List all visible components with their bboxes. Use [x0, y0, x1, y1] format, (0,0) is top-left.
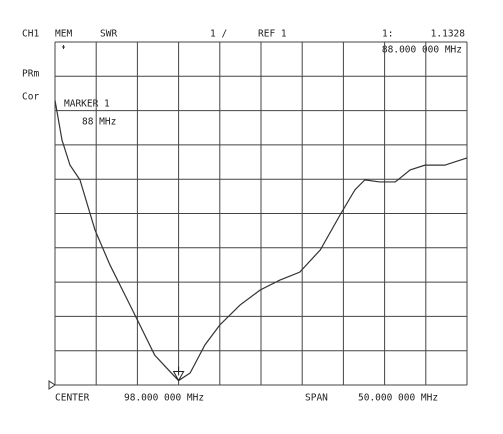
mode: MEM: [55, 29, 72, 40]
hp-logo: [62, 45, 65, 49]
marker-value: 1.1328: [431, 29, 466, 40]
span-value: 50.000 000 MHz: [358, 393, 438, 404]
span-label: SPAN: [305, 393, 328, 404]
marker-name: MARKER 1: [64, 99, 110, 110]
marker-number: 1:: [382, 29, 393, 40]
reference: REF 1: [258, 29, 287, 40]
center-value: 98.000 000 MHz: [124, 393, 204, 404]
center-label: CENTER: [55, 393, 90, 404]
format: SWR: [100, 29, 117, 40]
scale: 1 /: [210, 29, 227, 40]
reference-pointer: [48, 380, 56, 390]
side-label: Cor: [22, 92, 39, 103]
channel: CH1: [22, 29, 39, 40]
side-label: PRm: [22, 69, 39, 80]
trace: [54, 100, 468, 382]
marker-freq-short: 88 MHz: [82, 117, 116, 128]
marker-frequency: 88.000 000 MHz: [382, 45, 462, 56]
